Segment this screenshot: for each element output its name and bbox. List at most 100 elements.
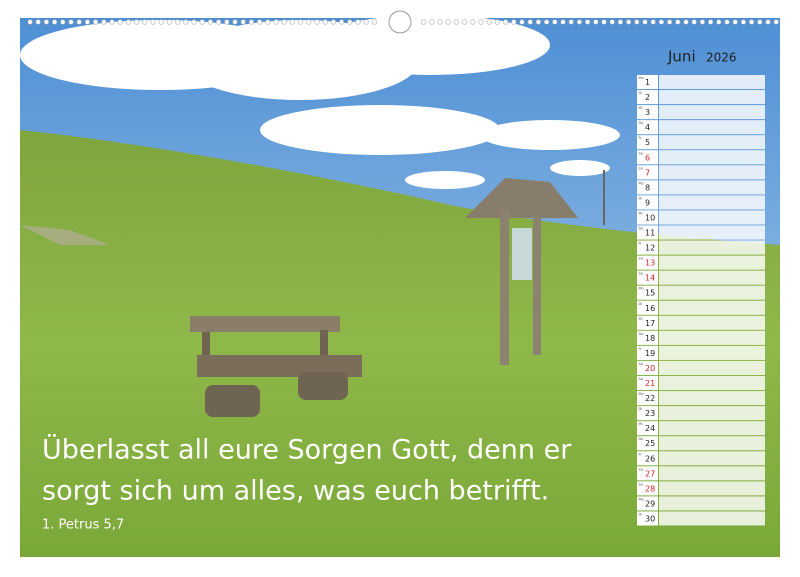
day-number: 6 <box>645 153 650 162</box>
day-cell <box>637 511 658 526</box>
weekday: Mo <box>639 497 644 501</box>
hole <box>609 19 615 25</box>
day-number: 9 <box>645 198 650 207</box>
hole <box>666 19 673 25</box>
hole <box>732 19 738 25</box>
hole <box>109 19 115 25</box>
hole <box>76 19 82 25</box>
hole <box>699 19 706 25</box>
hole <box>748 19 755 25</box>
hole <box>84 19 90 25</box>
hole <box>675 19 681 25</box>
day-number: 27 <box>645 469 655 478</box>
quote-line: sorgt sich um alles, was euch betrifft. <box>42 476 549 507</box>
hole <box>437 19 443 25</box>
hole <box>470 19 476 25</box>
day-cell <box>637 360 658 375</box>
hole <box>757 19 763 25</box>
hole <box>183 19 189 25</box>
day-number: 15 <box>645 289 655 298</box>
note-cell <box>659 345 765 360</box>
day-number: 28 <box>645 484 655 493</box>
weekday: So <box>639 272 643 276</box>
day-number: 11 <box>645 229 655 238</box>
note-cell <box>659 255 765 270</box>
weekday: So <box>639 166 643 170</box>
hole <box>658 19 665 25</box>
note-cell <box>659 270 765 285</box>
hole <box>478 19 484 25</box>
hole <box>347 19 353 25</box>
hole <box>240 19 246 25</box>
day-cell <box>637 496 658 511</box>
day-number: 18 <box>645 334 655 343</box>
hole <box>560 19 566 25</box>
hole <box>175 19 181 25</box>
hole <box>462 19 468 25</box>
weekday: Mo <box>639 287 644 291</box>
hole <box>43 19 50 25</box>
hole <box>740 19 747 25</box>
month: Juni <box>667 48 696 66</box>
day-cell <box>637 135 658 150</box>
hole <box>617 19 624 25</box>
day-number: 7 <box>645 168 650 177</box>
day-number: 24 <box>645 424 655 433</box>
weekday: Do <box>639 227 644 231</box>
hole <box>257 19 263 25</box>
weekday: Do <box>639 121 644 125</box>
day-cell <box>637 391 658 406</box>
note-cell <box>659 421 765 436</box>
hole <box>330 19 337 25</box>
hole <box>486 19 492 25</box>
day-cell <box>637 406 658 421</box>
note-cell <box>659 496 765 511</box>
day-cell <box>637 481 658 496</box>
hole <box>191 19 197 25</box>
day-cell <box>637 255 658 270</box>
day-cell <box>637 421 658 436</box>
note-cell <box>659 285 765 300</box>
hole <box>224 19 230 25</box>
note-cell <box>659 376 765 391</box>
note-cell <box>659 195 765 210</box>
hole <box>593 19 599 25</box>
day-cell <box>637 285 658 300</box>
hole <box>625 19 632 25</box>
day-number: 12 <box>645 244 655 253</box>
hole <box>298 19 304 25</box>
weekday: Sa <box>639 362 643 366</box>
day-cell <box>637 90 658 105</box>
hole <box>142 19 148 25</box>
hole <box>60 19 66 25</box>
hole <box>683 19 689 25</box>
weekday: So <box>639 377 643 381</box>
day-number: 16 <box>645 304 655 313</box>
day-number: 17 <box>645 319 655 328</box>
day-number: 22 <box>645 394 655 403</box>
hole <box>248 19 254 25</box>
day-number: 25 <box>645 439 655 448</box>
note-cell <box>659 360 765 375</box>
hole <box>707 19 714 25</box>
hole <box>51 19 58 25</box>
hole <box>773 19 779 25</box>
hole <box>339 19 345 25</box>
weekday: Fr <box>639 242 643 246</box>
weekday: Di <box>639 512 643 516</box>
hole <box>642 19 648 25</box>
day-number: 21 <box>645 379 655 388</box>
weekday: Sa <box>639 151 643 155</box>
weekday: Fr <box>639 136 643 140</box>
note-cell <box>659 240 765 255</box>
day-cell <box>637 345 658 360</box>
hole <box>634 19 640 25</box>
note-cell <box>659 451 765 466</box>
hole <box>371 19 378 25</box>
bench <box>190 316 362 417</box>
weekday: Mi <box>639 422 643 426</box>
note-cell <box>659 300 765 315</box>
day-number: 29 <box>645 499 655 508</box>
day-number: 10 <box>645 213 655 222</box>
note-cell <box>659 391 765 406</box>
